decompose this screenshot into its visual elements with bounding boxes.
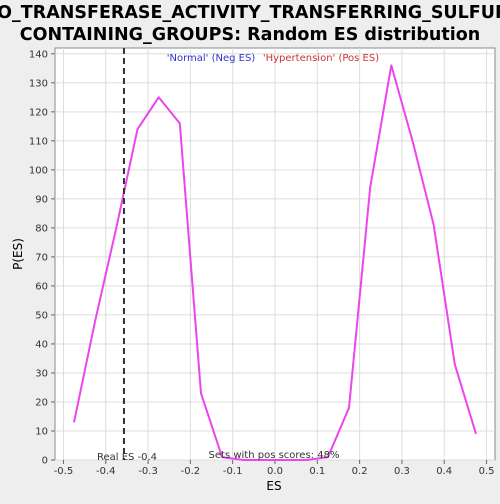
pos-scores-label: Sets with pos scores: 48% bbox=[209, 450, 340, 461]
chart-title-line-1: GO_TRANSFERASE_ACTIVITY_TRANSFERRING_SUL… bbox=[0, 3, 500, 23]
y-tick-label: 140 bbox=[29, 49, 48, 60]
x-axis-title: ES bbox=[266, 479, 281, 493]
y-tick-label: 50 bbox=[35, 310, 48, 321]
y-tick-label: 130 bbox=[29, 78, 48, 89]
y-tick-label: 110 bbox=[29, 136, 48, 147]
x-axis-ticks: -0.5 -0.4 -0.3 -0.2 -0.1 0.0 0.1 0.2 0.3 0.4 0.5 bbox=[54, 460, 495, 477]
y-tick-label: 60 bbox=[35, 281, 48, 292]
y-tick-label: 30 bbox=[35, 368, 48, 379]
y-tick-label: 80 bbox=[35, 223, 48, 234]
x-tick-label: -0.2 bbox=[181, 466, 201, 477]
x-tick-label: 0.5 bbox=[479, 466, 495, 477]
y-tick-label: 100 bbox=[29, 165, 48, 176]
x-tick-label: 0.3 bbox=[394, 466, 410, 477]
chart-title-line-2: CONTAINING_GROUPS: Random ES distributio… bbox=[20, 25, 480, 45]
x-tick-label: 0.2 bbox=[352, 466, 368, 477]
y-tick-label: 120 bbox=[29, 107, 48, 118]
y-tick-label: 20 bbox=[35, 397, 48, 408]
x-tick-label: -0.5 bbox=[54, 466, 74, 477]
es-distribution-line bbox=[73, 64, 477, 461]
series-layer bbox=[73, 64, 477, 461]
y-tick-label: 10 bbox=[35, 426, 48, 437]
x-tick-label: -0.1 bbox=[223, 466, 243, 477]
x-tick-label: 0.0 bbox=[267, 466, 283, 477]
y-tick-label: 0 bbox=[42, 456, 48, 467]
x-tick-label: -0.4 bbox=[96, 466, 116, 477]
legend-pos-label: 'Hypertension' (Pos ES) bbox=[263, 53, 379, 64]
y-axis-title: P(ES) bbox=[11, 238, 25, 270]
real-es-label: Real ES -0.4 bbox=[97, 452, 157, 463]
y-axis-ticks: 0 10 20 30 40 50 60 70 80 90 100 110 120 130 140 bbox=[29, 49, 55, 467]
y-tick-label: 40 bbox=[35, 339, 48, 350]
y-tick-label: 70 bbox=[35, 252, 48, 263]
x-tick-label: 0.1 bbox=[309, 466, 325, 477]
legend-neg-label: 'Normal' (Neg ES) bbox=[167, 53, 256, 64]
x-tick-label: -0.3 bbox=[138, 466, 158, 477]
x-tick-label: 0.4 bbox=[436, 466, 452, 477]
y-tick-label: 90 bbox=[35, 194, 48, 205]
